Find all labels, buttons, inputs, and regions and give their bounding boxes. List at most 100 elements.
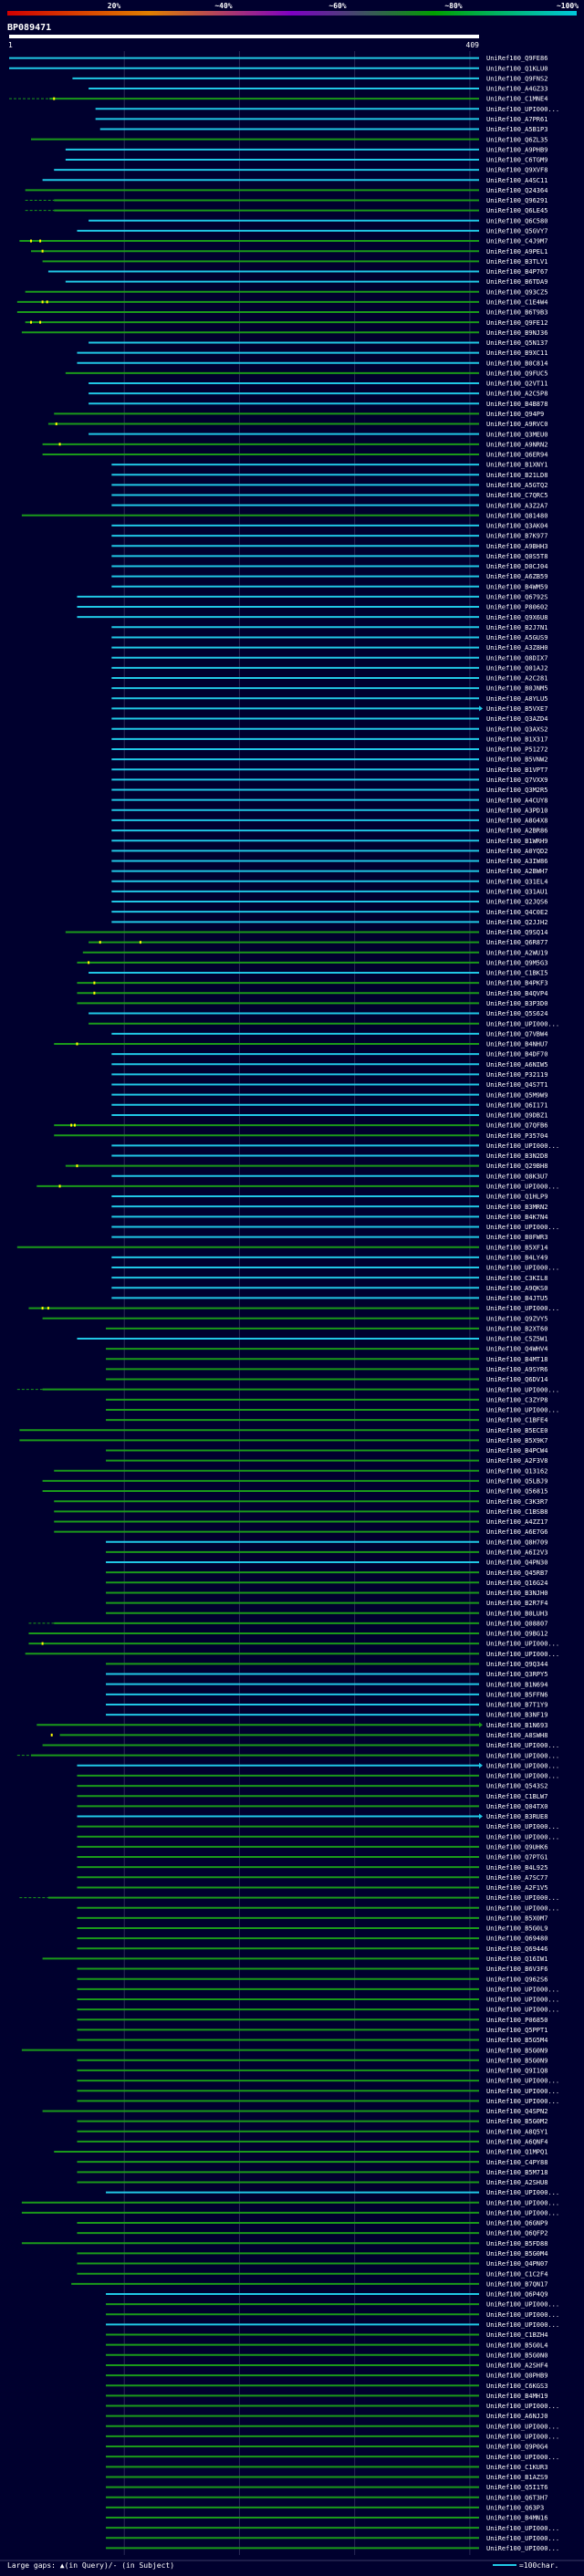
alignment-row[interactable]: UniRef100_P06850 <box>77 2017 548 2024</box>
alignment-row[interactable]: UniRef100_A2WU19 <box>82 949 548 956</box>
alignment-label[interactable]: UniRef100_C1BZH4 <box>486 2331 548 2339</box>
alignment-label[interactable]: UniRef100_Q3AK04 <box>486 523 548 530</box>
alignment-row[interactable]: UniRef100_B5G0L4 <box>106 2341 548 2349</box>
alignment-label[interactable]: UniRef100_B7T1Y9 <box>486 1702 548 1709</box>
alignment-row[interactable]: UniRef100_Q29BH8 <box>65 1163 548 1170</box>
alignment-row[interactable]: UniRef100_A5GTQ2 <box>111 482 548 489</box>
alignment-row[interactable]: UniRef100_B3MRN2 <box>111 1204 548 1211</box>
alignment-label[interactable]: UniRef100_B5G0N0 <box>486 2352 548 2359</box>
alignment-row[interactable]: UniRef100_C1BZH4 <box>106 2331 548 2339</box>
alignment-label[interactable]: UniRef100_C3KIL8 <box>486 1275 548 1282</box>
alignment-label[interactable]: UniRef100_A9PHB9 <box>486 146 548 153</box>
alignment-label[interactable]: UniRef100_Q94P9 <box>486 411 544 418</box>
alignment-row[interactable]: UniRef100_Q56815 <box>42 1488 548 1496</box>
alignment-label[interactable]: UniRef100_Q9FE12 <box>486 319 548 327</box>
alignment-label[interactable]: UniRef100_C7QRC5 <box>486 492 548 499</box>
alignment-label[interactable]: UniRef100_UPI000... <box>486 1986 559 1993</box>
alignment-label[interactable]: UniRef100_UPI000... <box>486 2535 559 2542</box>
alignment-row[interactable]: UniRef100_Q9I1Q8 <box>77 2068 548 2075</box>
alignment-row[interactable]: UniRef100_B3TLV1 <box>42 258 548 266</box>
alignment-label[interactable]: UniRef100_A6NIW5 <box>486 1061 548 1069</box>
alignment-label[interactable]: UniRef100_UPI000... <box>486 1997 559 2004</box>
alignment-row[interactable]: UniRef100_Q9BG12 <box>28 1631 548 1638</box>
alignment-label[interactable]: UniRef100_Q5I1T6 <box>486 2484 548 2491</box>
alignment-row[interactable]: UniRef100_Q04TX0 <box>77 1803 548 1810</box>
alignment-row[interactable]: UniRef100_A8YLU5 <box>111 695 548 703</box>
alignment-label[interactable]: UniRef100_UPI000... <box>486 2007 559 2014</box>
alignment-label[interactable]: UniRef100_B5ECE0 <box>486 1427 548 1434</box>
alignment-label[interactable]: UniRef100_UPI000... <box>486 1265 559 1272</box>
alignment-label[interactable]: UniRef100_UPI000... <box>486 1904 559 1912</box>
alignment-label[interactable]: UniRef100_C1BKI5 <box>486 970 548 977</box>
alignment-row[interactable]: UniRef100_UPI000... <box>89 1020 559 1027</box>
alignment-row[interactable]: UniRef100_A8G4X8 <box>111 818 548 825</box>
alignment-row[interactable]: UniRef100_Q3MEU0 <box>89 431 548 438</box>
alignment-label[interactable]: UniRef100_Q9DBZ1 <box>486 1112 548 1120</box>
alignment-row[interactable]: UniRef100_Q6QFP2 <box>77 2230 548 2237</box>
alignment-row[interactable]: UniRef100_B3RUE8 <box>77 1813 548 1820</box>
alignment-label[interactable]: UniRef100_C1BSB8 <box>486 1508 548 1516</box>
alignment-row[interactable]: UniRef100_UPI000... <box>106 2189 559 2196</box>
alignment-row[interactable]: UniRef100_UPI000... <box>106 2535 559 2542</box>
alignment-label[interactable]: UniRef100_C1E4W4 <box>486 298 548 306</box>
alignment-label[interactable]: UniRef100_UPI000... <box>486 1641 559 1648</box>
alignment-row[interactable]: UniRef100_A3Z8H0 <box>111 644 548 652</box>
alignment-label[interactable]: UniRef100_UPI000... <box>486 2454 559 2461</box>
alignment-row[interactable]: UniRef100_UPI000... <box>77 2007 559 2014</box>
alignment-label[interactable]: UniRef100_Q7PTG1 <box>486 1854 548 1862</box>
alignment-row[interactable]: UniRef100_Q08807 <box>28 1620 548 1627</box>
alignment-row[interactable]: UniRef100_A8SWH8 <box>50 1732 548 1739</box>
alignment-row[interactable]: UniRef100_UPI000... <box>106 2434 559 2441</box>
alignment-label[interactable]: UniRef100_Q2VT11 <box>486 381 548 388</box>
alignment-label[interactable]: UniRef100_Q9FNS2 <box>486 75 548 82</box>
alignment-label[interactable]: UniRef100_A8G4X8 <box>486 818 548 825</box>
alignment-row[interactable]: UniRef100_A5GUS9 <box>111 634 548 641</box>
alignment-label[interactable]: UniRef100_B2J7N1 <box>486 624 548 631</box>
alignment-label[interactable]: UniRef100_B4JTU5 <box>486 1295 548 1302</box>
alignment-label[interactable]: UniRef100_A3IW86 <box>486 858 548 865</box>
alignment-row[interactable]: UniRef100_Q93CZ5 <box>25 288 548 296</box>
alignment-label[interactable]: UniRef100_Q2JJH2 <box>486 919 548 926</box>
alignment-row[interactable]: UniRef100_UPI000... <box>106 2301 559 2309</box>
alignment-label[interactable]: UniRef100_Q1KLU0 <box>486 65 548 72</box>
alignment-label[interactable]: UniRef100_B6TDA9 <box>486 278 548 286</box>
alignment-label[interactable]: UniRef100_B5G0N9 <box>486 2047 548 2054</box>
alignment-label[interactable]: UniRef100_Q7VBW4 <box>486 1030 548 1038</box>
alignment-label[interactable]: UniRef100_Q4C0E2 <box>486 909 548 916</box>
alignment-row[interactable]: UniRef100_A3PD10 <box>111 807 548 814</box>
alignment-label[interactable]: UniRef100_Q8H709 <box>486 1538 548 1546</box>
alignment-label[interactable]: UniRef100_Q543S2 <box>486 1783 548 1790</box>
alignment-label[interactable]: UniRef100_B4MN16 <box>486 2515 548 2522</box>
alignment-label[interactable]: UniRef100_B4PKF3 <box>486 980 548 987</box>
alignment-row[interactable]: UniRef100_B5G0L9 <box>77 1925 548 1933</box>
alignment-row[interactable]: UniRef100_Q0S5T8 <box>111 553 548 560</box>
alignment-label[interactable]: UniRef100_B2XT60 <box>486 1325 548 1332</box>
alignment-row[interactable]: UniRef100_UPI000... <box>77 1762 559 1769</box>
alignment-row[interactable]: UniRef100_Q9P0G4 <box>106 2444 548 2451</box>
alignment-row[interactable]: UniRef100_B5XF14 <box>16 1244 548 1251</box>
alignment-label[interactable]: UniRef100_Q9BG12 <box>486 1631 548 1638</box>
alignment-label[interactable]: UniRef100_B1X317 <box>486 735 548 743</box>
alignment-label[interactable]: UniRef100_UPI000... <box>486 2078 559 2085</box>
alignment-label[interactable]: UniRef100_B5G0L9 <box>486 1925 548 1933</box>
alignment-row[interactable]: UniRef100_Q13162 <box>54 1467 548 1475</box>
alignment-row[interactable]: UniRef100_UPI000... <box>28 1305 559 1312</box>
alignment-row[interactable]: UniRef100_A4SC11 <box>42 177 548 184</box>
alignment-row[interactable]: UniRef100_UPI000... <box>77 1997 559 2004</box>
alignment-label[interactable]: UniRef100_Q56815 <box>486 1488 548 1496</box>
alignment-label[interactable]: UniRef100_Q6P4Q9 <box>486 2291 548 2299</box>
alignment-label[interactable]: UniRef100_Q5S624 <box>486 1010 548 1017</box>
alignment-label[interactable]: UniRef100_C6KGS3 <box>486 2383 548 2390</box>
alignment-row[interactable]: UniRef100_B9NJ36 <box>21 329 548 337</box>
alignment-label[interactable]: UniRef100_B3NF19 <box>486 1712 548 1719</box>
alignment-label[interactable]: UniRef100_A3Z2A7 <box>486 502 548 509</box>
alignment-label[interactable]: UniRef100_UPI000... <box>486 1894 559 1902</box>
alignment-label[interactable]: UniRef100_UPI000... <box>486 2088 559 2095</box>
alignment-label[interactable]: UniRef100_UPI000... <box>486 2311 559 2319</box>
alignment-label[interactable]: UniRef100_B7QN17 <box>486 2280 548 2288</box>
alignment-row[interactable]: UniRef100_C7QRC5 <box>111 492 548 499</box>
alignment-label[interactable]: UniRef100_B4MH19 <box>486 2393 548 2400</box>
alignment-row[interactable]: UniRef100_C3ZYP8 <box>106 1396 548 1403</box>
alignment-label[interactable]: UniRef100_A8SWH8 <box>486 1732 548 1739</box>
alignment-row[interactable]: UniRef100_Q3AZD4 <box>111 715 548 723</box>
